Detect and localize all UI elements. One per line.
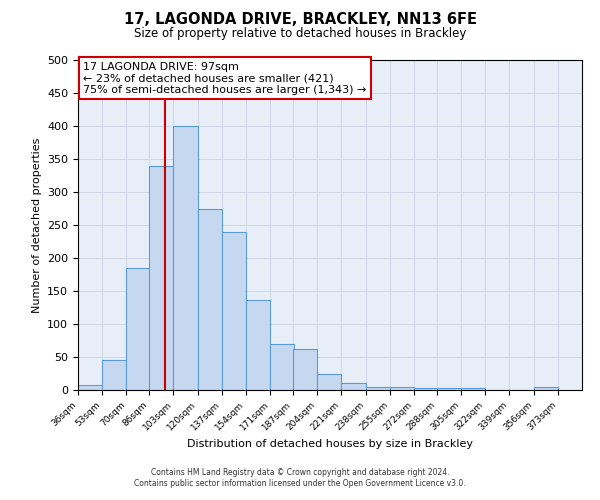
Bar bbox=[173, 126, 197, 390]
Text: Contains HM Land Registry data © Crown copyright and database right 2024.
Contai: Contains HM Land Registry data © Crown c… bbox=[134, 468, 466, 487]
Bar bbox=[365, 386, 390, 390]
Bar bbox=[390, 388, 414, 390]
Bar bbox=[317, 374, 341, 390]
Bar bbox=[197, 208, 222, 390]
Bar bbox=[341, 382, 365, 390]
Text: Size of property relative to detached houses in Brackley: Size of property relative to detached ho… bbox=[134, 28, 466, 40]
Bar bbox=[293, 349, 317, 390]
Bar bbox=[149, 166, 173, 390]
Text: 17 LAGONDA DRIVE: 97sqm
← 23% of detached houses are smaller (421)
75% of semi-d: 17 LAGONDA DRIVE: 97sqm ← 23% of detache… bbox=[83, 62, 367, 95]
Bar bbox=[102, 360, 127, 390]
Bar bbox=[78, 384, 102, 390]
Bar bbox=[270, 344, 295, 390]
Bar bbox=[533, 388, 558, 390]
Bar bbox=[127, 268, 151, 390]
Bar bbox=[414, 388, 438, 390]
Bar bbox=[437, 388, 461, 390]
Bar bbox=[222, 232, 246, 390]
Bar bbox=[246, 300, 270, 390]
X-axis label: Distribution of detached houses by size in Brackley: Distribution of detached houses by size … bbox=[187, 439, 473, 449]
Y-axis label: Number of detached properties: Number of detached properties bbox=[32, 138, 41, 312]
Text: 17, LAGONDA DRIVE, BRACKLEY, NN13 6FE: 17, LAGONDA DRIVE, BRACKLEY, NN13 6FE bbox=[124, 12, 476, 28]
Bar bbox=[461, 388, 485, 390]
